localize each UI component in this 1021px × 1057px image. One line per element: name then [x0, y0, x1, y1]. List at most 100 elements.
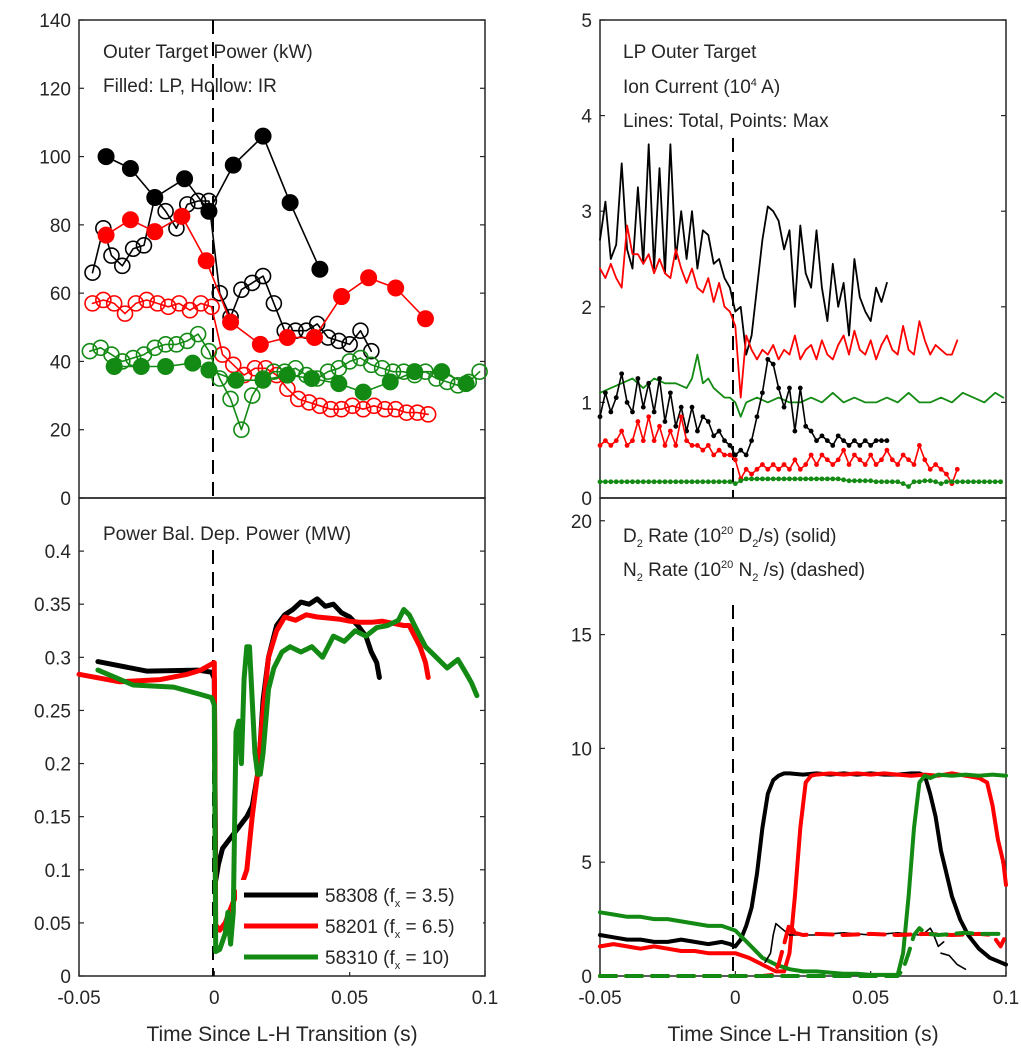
max-point: [846, 478, 852, 484]
max-point: [911, 479, 917, 485]
y-tick-label: 0.35: [34, 595, 71, 616]
plot-frame: [599, 497, 1007, 977]
max-point: [868, 452, 874, 458]
max-point: [770, 476, 776, 482]
legend-subscript: x: [395, 898, 401, 910]
max-point: [711, 452, 717, 458]
max-point: [824, 457, 830, 463]
max-point: [619, 371, 625, 377]
series-line-black: [940, 952, 967, 970]
max-point: [949, 479, 955, 485]
max-point: [830, 443, 836, 448]
max-point: [705, 479, 711, 485]
max-point: [922, 457, 928, 463]
max-point: [857, 443, 863, 448]
max-point: [603, 390, 608, 396]
max-point: [722, 438, 727, 444]
max-point: [613, 479, 619, 485]
max-point: [835, 457, 841, 463]
max-point: [803, 462, 809, 467]
max-point: [792, 428, 798, 434]
y-tick-label: 140: [39, 11, 71, 32]
max-point: [879, 438, 884, 444]
max-point: [889, 457, 895, 463]
series-line-green: [599, 353, 1005, 418]
max-point: [673, 479, 679, 485]
max-point: [906, 484, 911, 489]
ir-point: [222, 390, 239, 408]
max-point: [732, 457, 738, 463]
max-point: [776, 476, 782, 482]
max-point: [613, 395, 619, 401]
max-point: [673, 443, 679, 448]
max-point: [797, 476, 803, 482]
max-point: [635, 479, 641, 485]
series-line-red: [91, 299, 429, 416]
y-tick-label: 0.25: [34, 701, 71, 722]
max-point: [911, 462, 917, 467]
ir-point: [322, 400, 340, 418]
ir-point: [160, 298, 177, 316]
max-point: [760, 462, 765, 467]
max-point: [781, 462, 787, 467]
ir-point: [449, 377, 467, 394]
ir-point: [81, 342, 99, 360]
panel-title: LP Outer Target: [623, 42, 757, 63]
lp-point: [173, 207, 191, 225]
max-point: [889, 479, 895, 485]
max-point: [640, 438, 646, 444]
max-point: [954, 479, 960, 485]
max-point: [619, 479, 625, 485]
max-point: [981, 479, 987, 485]
max-point: [667, 428, 673, 434]
max-point: [879, 457, 884, 463]
ir-point: [298, 366, 315, 384]
series-line-green: [95, 607, 480, 955]
max-point: [819, 476, 825, 482]
ir-point: [189, 325, 207, 343]
max-point: [944, 471, 949, 477]
max-point: [662, 443, 668, 448]
max-point: [781, 404, 787, 410]
max-point: [673, 423, 679, 429]
max-point: [689, 443, 695, 448]
max-point: [933, 479, 939, 485]
ir-point: [211, 370, 229, 387]
n2-unit-rest: /s) (dashed): [758, 560, 865, 581]
max-point: [808, 476, 814, 482]
max-point: [722, 452, 727, 458]
ir-point: [376, 400, 394, 418]
y-tick-label: 40: [50, 352, 71, 373]
y-tick-label: 0.05: [34, 914, 71, 935]
y-tick-label: 20: [50, 421, 71, 442]
series-line-green: [598, 926, 1008, 978]
max-point: [716, 447, 722, 453]
max-point: [873, 438, 879, 444]
legend: 58308 (fx = 3.5) 58201 (fx = 6.5) 58310 …: [237, 880, 483, 972]
ir-point: [471, 363, 488, 380]
max-point: [597, 414, 603, 420]
lp-point: [176, 170, 194, 188]
lp-point: [222, 313, 240, 331]
ir-point: [192, 295, 210, 312]
max-point: [862, 462, 868, 467]
ir-point: [276, 363, 294, 380]
max-point: [971, 479, 976, 485]
max-point: [814, 438, 819, 444]
lp-point: [254, 127, 272, 145]
max-point: [727, 452, 733, 458]
max-point: [960, 479, 966, 485]
ir-point: [365, 397, 383, 415]
ir-point: [200, 342, 218, 360]
max-point: [640, 404, 646, 410]
max-point: [624, 400, 630, 405]
lp-point: [146, 223, 164, 241]
lp-point: [97, 226, 115, 244]
d2-unit-symbol: D: [733, 526, 752, 547]
y-tick-label: 2: [581, 298, 592, 319]
y-tick-label: 0: [60, 489, 71, 510]
lp-point: [354, 383, 372, 401]
max-point: [787, 466, 792, 472]
ir-point: [246, 359, 264, 377]
legend-shot: 58308 (f: [325, 886, 395, 907]
